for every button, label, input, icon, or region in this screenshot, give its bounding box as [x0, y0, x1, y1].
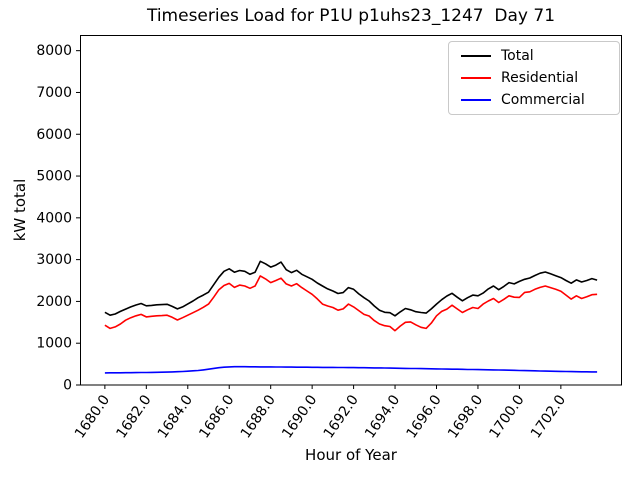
legend-entry-commercial: Commercial: [461, 93, 619, 107]
residential-line-sample: [461, 77, 491, 79]
x-tick-label: 1700.0: [486, 392, 527, 441]
x-axis-label: Hour of Year: [305, 446, 397, 464]
y-tick-label: 6000: [36, 127, 72, 143]
x-tick-label: 1692.0: [321, 392, 362, 441]
legend-label-commercial: Commercial: [501, 92, 585, 108]
x-tick-label: 1696.0: [404, 392, 445, 441]
x-tick-label: 1686.0: [196, 392, 237, 441]
line-total: [104, 260, 598, 317]
total-line-sample: [461, 55, 491, 57]
legend-label-residential: Residential: [501, 70, 579, 86]
x-tick-label: 1680.0: [72, 392, 113, 441]
x-tick-label: 1698.0: [445, 392, 486, 441]
y-tick-label: 2000: [36, 294, 72, 310]
commercial-line-sample: [461, 99, 491, 101]
x-tick-label: 1688.0: [238, 392, 279, 441]
x-tick-label: 1682.0: [113, 392, 154, 441]
data-series: [104, 260, 598, 374]
line-residential: [104, 275, 598, 332]
legend: Total Residential Commercial: [448, 41, 620, 115]
legend-entry-residential: Residential: [461, 71, 619, 85]
y-tick-label: 8000: [36, 43, 72, 59]
axes-frame: [80, 35, 622, 386]
x-tick-label: 1690.0: [279, 392, 320, 441]
line-commercial: [104, 365, 598, 374]
y-tick-label: 1000: [36, 336, 72, 352]
y-tick-label: 5000: [36, 169, 72, 185]
y-tick-label: 0: [63, 378, 72, 394]
x-tick-label: 1694.0: [362, 392, 403, 441]
chart-title: Timeseries Load for P1U p1uhs23_1247 Day…: [146, 6, 556, 26]
x-tick-label: 1684.0: [155, 392, 196, 441]
legend-entry-total: Total: [461, 49, 619, 63]
y-tick-label: 3000: [36, 252, 72, 268]
legend-label-total: Total: [501, 48, 534, 64]
y-axis-label: kW total: [11, 178, 29, 242]
y-tick-label: 4000: [36, 210, 72, 226]
y-tick-label: 7000: [36, 85, 72, 101]
x-tick-label: 1702.0: [528, 392, 569, 441]
